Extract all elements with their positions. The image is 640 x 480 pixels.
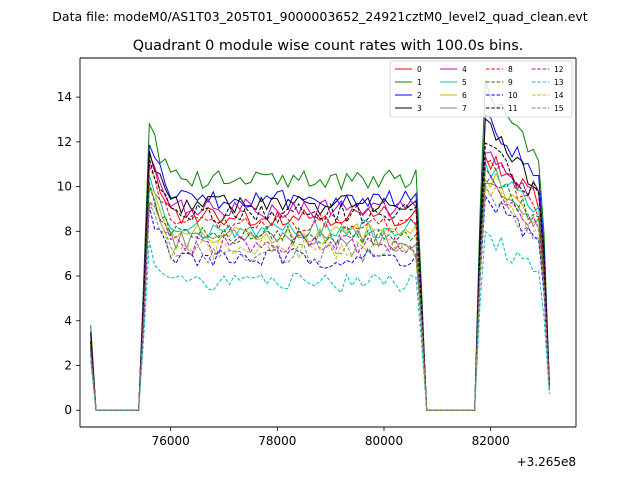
- legend-label: 6: [462, 91, 467, 100]
- legend-label: 14: [554, 91, 564, 100]
- y-tick-label: 8: [64, 224, 72, 238]
- y-tick-label: 0: [64, 403, 72, 417]
- y-tick-label: 14: [57, 90, 72, 104]
- series-line-15: [90, 183, 550, 411]
- series-group: [90, 79, 550, 411]
- y-tick-label: 12: [57, 135, 72, 149]
- legend-label: 8: [508, 65, 513, 74]
- legend-label: 9: [508, 78, 513, 87]
- x-tick-label: 82000: [472, 434, 510, 448]
- y-axis-ticks: 0 2 4 6 8 10 12 14: [57, 90, 80, 417]
- legend-label: 7: [462, 104, 467, 113]
- plot-area: [80, 58, 576, 427]
- legend-label: 5: [462, 78, 467, 87]
- legend-label: 10: [508, 91, 518, 100]
- chart-title: Quadrant 0 module wise count rates with …: [133, 38, 524, 54]
- x-offset-label: +3.265e8: [517, 455, 576, 469]
- x-axis-ticks: 76000 78000 80000 82000: [152, 427, 510, 448]
- x-tick-label: 76000: [152, 434, 190, 448]
- y-tick-label: 2: [64, 359, 72, 373]
- figure-suptitle: Data file: modeM0/AS1T03_205T01_90000036…: [52, 9, 587, 24]
- legend-label: 3: [417, 104, 422, 113]
- legend-label: 1: [417, 78, 422, 87]
- legend-frame: [389, 60, 573, 118]
- legend-label: 4: [462, 65, 467, 74]
- legend-label: 0: [417, 65, 422, 74]
- legend-label: 15: [554, 104, 564, 113]
- y-tick-label: 4: [64, 314, 72, 328]
- y-tick-label: 10: [57, 180, 72, 194]
- legend-label: 2: [417, 91, 422, 100]
- legend-label: 11: [508, 104, 518, 113]
- x-tick-label: 80000: [365, 434, 403, 448]
- y-tick-label: 6: [64, 269, 72, 283]
- legend-label: 13: [554, 78, 564, 87]
- legend-label: 12: [554, 65, 564, 74]
- x-tick-label: 78000: [258, 434, 296, 448]
